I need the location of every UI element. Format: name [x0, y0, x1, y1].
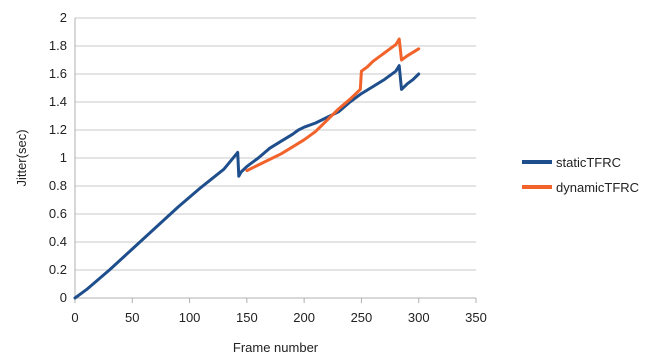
y-axis-title: Jitter(sec): [14, 129, 29, 186]
x-axis-title: Frame number: [233, 340, 319, 355]
series-line-statictfrc: [73, 64, 421, 300]
y-tick-label: 0.8: [49, 178, 67, 193]
legend-label-dynamictfrc: dynamicTFRC: [556, 180, 639, 195]
y-tick-label: 1.2: [49, 122, 67, 137]
y-tick-label: 0.4: [49, 234, 67, 249]
x-tick-label: 50: [125, 310, 139, 325]
tick-labels: 0 0.2 0.4 0.6 0.8 1 1.2 1.4 1.6 1.8 2 0 50 100 150 200 2…: [49, 10, 487, 325]
y-tick-label: 1.4: [49, 94, 67, 109]
y-tick-label: 0.2: [49, 262, 67, 277]
y-tick-label: 1.6: [49, 66, 67, 81]
x-tick-label: 250: [351, 310, 373, 325]
x-tick-label: 100: [179, 310, 201, 325]
series-lines: [73, 37, 421, 300]
legend-label-statictfrc: staticTFRC: [556, 155, 621, 170]
x-tick-label: 150: [236, 310, 258, 325]
y-tick-label: 2: [60, 10, 67, 25]
axes: [74, 18, 477, 303]
x-tick-label: 300: [408, 310, 430, 325]
x-tick-label: 0: [71, 310, 78, 325]
series-line-dynamictfrc: [245, 37, 421, 173]
y-tick-label: 0.6: [49, 206, 67, 221]
x-tick-label: 200: [293, 310, 315, 325]
x-tick-label: 350: [465, 310, 487, 325]
y-tick-label: 1.8: [49, 38, 67, 53]
legend: staticTFRC dynamicTFRC: [522, 155, 639, 195]
y-tick-label: 1: [60, 150, 67, 165]
y-tick-label: 0: [60, 290, 67, 305]
